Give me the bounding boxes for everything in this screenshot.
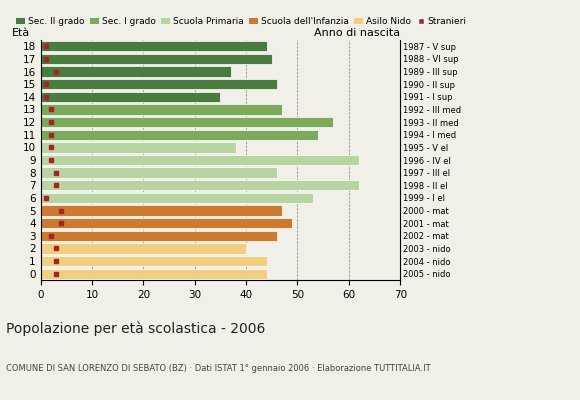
Bar <box>41 142 236 152</box>
Bar <box>41 155 359 165</box>
Bar <box>41 268 267 279</box>
Bar <box>41 231 277 241</box>
Bar <box>41 256 267 266</box>
Bar <box>41 79 277 89</box>
Bar <box>41 193 313 203</box>
Bar <box>41 54 272 64</box>
Text: COMUNE DI SAN LORENZO DI SEBATO (BZ) · Dati ISTAT 1° gennaio 2006 · Elaborazione: COMUNE DI SAN LORENZO DI SEBATO (BZ) · D… <box>6 364 430 373</box>
Bar <box>41 168 277 178</box>
Bar <box>41 66 231 77</box>
Bar <box>41 117 333 127</box>
Legend: Sec. II grado, Sec. I grado, Scuola Primaria, Scuola dell'Infanzia, Asilo Nido, : Sec. II grado, Sec. I grado, Scuola Prim… <box>16 17 467 26</box>
Bar <box>41 41 267 52</box>
Bar <box>41 180 359 190</box>
Bar <box>41 218 292 228</box>
Bar <box>41 92 220 102</box>
Text: Anno di nascita: Anno di nascita <box>314 28 400 38</box>
Text: Popolazione per età scolastica - 2006: Popolazione per età scolastica - 2006 <box>6 322 265 336</box>
Bar <box>41 243 246 254</box>
Bar <box>41 130 318 140</box>
Bar <box>41 205 282 216</box>
Text: Età: Età <box>12 28 30 38</box>
Bar <box>41 104 282 115</box>
